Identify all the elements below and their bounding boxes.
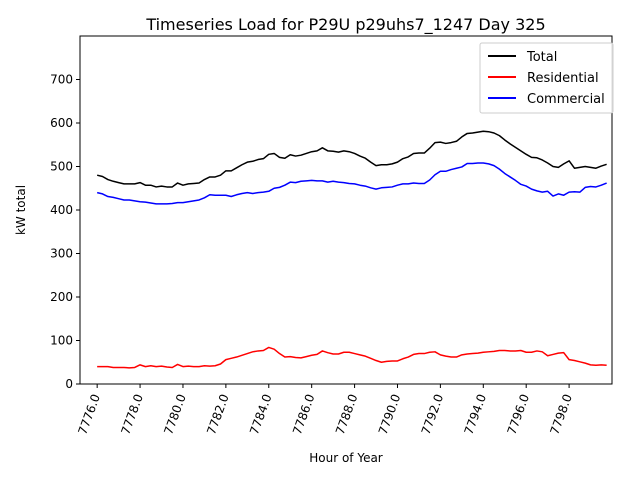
legend: Total Residential Commercial [479, 42, 614, 114]
y-tick-label: 700 [50, 73, 73, 87]
y-tick-label: 500 [50, 160, 73, 174]
y-axis-label: kW total [14, 185, 28, 235]
plot-lines [96, 130, 607, 369]
y-axis: 0 100 200 300 400 500 600 700 [50, 73, 80, 391]
y-tick-label: 0 [65, 377, 73, 391]
series-line-commercial [96, 162, 607, 205]
legend-label-total: Total [526, 50, 557, 65]
y-tick-label: 300 [50, 247, 73, 261]
y-tick-label: 600 [50, 116, 73, 130]
chart-title: Timeseries Load for P29U p29uhs7_1247 Da… [145, 15, 545, 35]
x-axis-label: Hour of Year [309, 451, 383, 465]
plot-frame [79, 35, 613, 385]
legend-box [479, 42, 614, 114]
y-tick-label: 400 [50, 203, 73, 217]
y-tick-label: 100 [50, 334, 73, 348]
legend-label-residential: Residential [527, 71, 599, 86]
series-line-residential [97, 346, 607, 369]
y-tick-label: 200 [50, 290, 73, 304]
series-line-total [96, 130, 607, 188]
legend-label-commercial: Commercial [527, 92, 605, 107]
